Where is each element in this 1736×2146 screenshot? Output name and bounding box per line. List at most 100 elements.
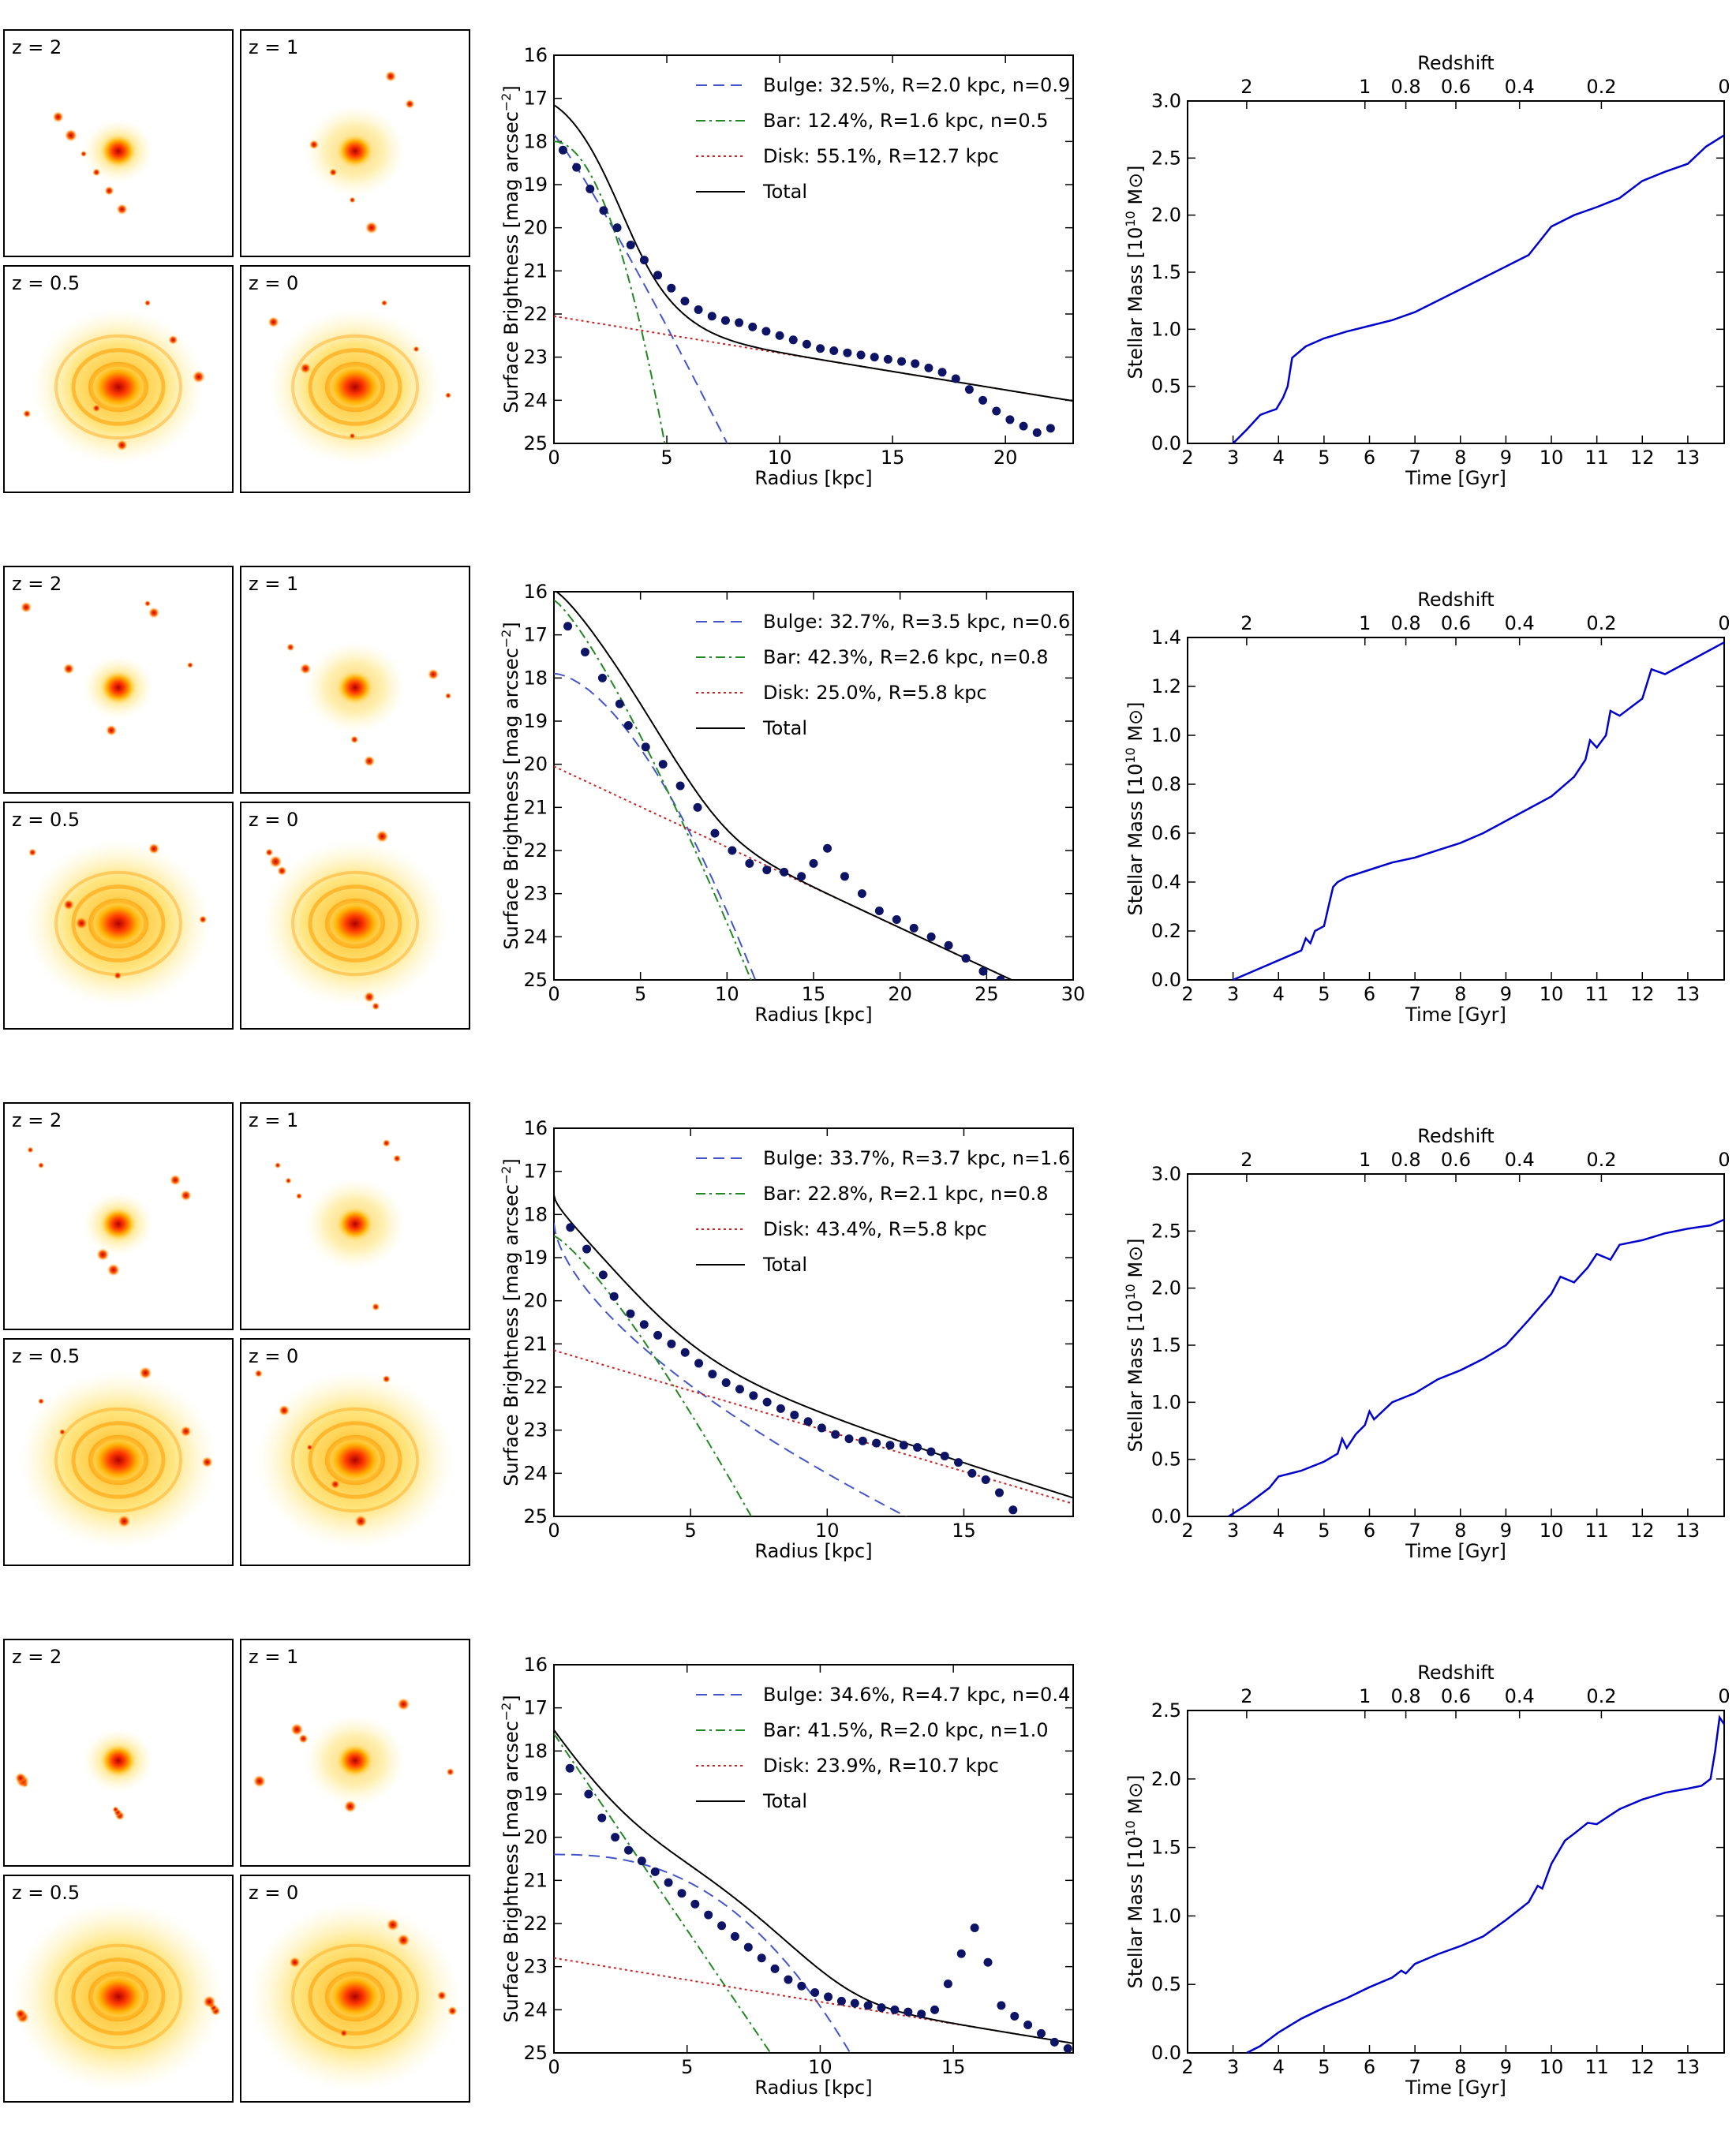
galaxy-core bbox=[325, 361, 385, 413]
data-point bbox=[1019, 421, 1028, 431]
snapshot-label: z = 0.5 bbox=[12, 1882, 80, 1904]
x-tick-label: 3 bbox=[1227, 2056, 1239, 2078]
y-axis-label-exponent: −2 bbox=[499, 93, 514, 112]
plot-frame bbox=[553, 1127, 1074, 1517]
y-tick-label: 21 bbox=[523, 1333, 548, 1355]
x-tick-label: 5 bbox=[685, 1520, 697, 1542]
data-point bbox=[840, 872, 849, 881]
plot-frame bbox=[1187, 100, 1725, 444]
satellite-blob bbox=[330, 1479, 340, 1490]
y-tick-label: 18 bbox=[523, 130, 548, 152]
legend-label-disk: Disk: 43.4%, R=5.8 kpc bbox=[763, 1218, 987, 1240]
galaxy-panel: z = 0.5 bbox=[3, 265, 234, 493]
x-tick-label: 10 bbox=[1540, 1520, 1564, 1542]
data-point bbox=[836, 1996, 846, 2006]
y-tick-label: 2.0 bbox=[1151, 204, 1181, 226]
satellite-blob bbox=[187, 662, 193, 668]
satellite-blob bbox=[28, 848, 37, 857]
total-curve bbox=[554, 1195, 1073, 1499]
x-tick-label: 8 bbox=[1454, 2056, 1466, 2078]
data-point bbox=[650, 1867, 660, 1876]
data-point bbox=[693, 802, 702, 812]
y-tick-label: 23 bbox=[523, 883, 548, 905]
satellite-blob bbox=[306, 1444, 313, 1451]
x-tick-label: 10 bbox=[768, 447, 792, 469]
satellite-blob bbox=[365, 221, 378, 234]
satellite-blob bbox=[23, 409, 32, 418]
data-point bbox=[762, 866, 772, 875]
galaxy-core bbox=[336, 670, 374, 705]
y-axis-label-end: ] bbox=[500, 85, 522, 92]
y-tick-label: 21 bbox=[523, 260, 548, 282]
data-point bbox=[735, 318, 744, 327]
data-point bbox=[904, 2007, 913, 2017]
galaxy-panel: z = 1 bbox=[240, 29, 470, 257]
y-tick-label: 0.8 bbox=[1151, 773, 1181, 795]
data-point bbox=[1008, 1505, 1018, 1515]
satellite-blob bbox=[349, 432, 356, 439]
data-point bbox=[641, 742, 650, 752]
redshift-tick-label: 1 bbox=[1359, 76, 1371, 98]
satellite-blob bbox=[180, 1426, 192, 1438]
legend-label-total: Total bbox=[762, 1790, 807, 1812]
x-tick-label: 13 bbox=[1676, 2056, 1700, 2078]
mass-chart: 2 3 4 5 6 7 8 9 10 11 12 130.00.20.40.60.81.01.21.4… bbox=[1123, 589, 1730, 1026]
satellite-blob bbox=[405, 99, 415, 109]
galaxy-arm bbox=[291, 334, 419, 440]
data-point bbox=[658, 760, 668, 769]
bar-curve bbox=[554, 140, 666, 443]
y-tick-label: 1.0 bbox=[1151, 724, 1181, 746]
data-point bbox=[856, 350, 866, 360]
y-tick-label: 25 bbox=[523, 2042, 548, 2064]
galaxy-panel: z = 0 bbox=[240, 802, 470, 1030]
x-tick-label: 7 bbox=[1409, 2056, 1420, 2078]
data-point bbox=[626, 1309, 635, 1318]
data-point bbox=[1037, 2028, 1046, 2038]
y-tick-label: 0.5 bbox=[1151, 1449, 1181, 1471]
redshift-tick-label: 0.2 bbox=[1586, 1149, 1616, 1171]
data-point bbox=[992, 406, 1001, 416]
data-point bbox=[775, 331, 784, 340]
legend-label-total: Total bbox=[762, 717, 807, 739]
plot-frame bbox=[553, 1664, 1074, 2054]
satellite-blob bbox=[343, 1800, 357, 1813]
legend-label-total: Total bbox=[762, 1254, 807, 1276]
y-axis-label-main: Stellar Mass [10 bbox=[1124, 1300, 1147, 1452]
satellite-blob bbox=[63, 899, 75, 910]
data-point bbox=[1049, 2037, 1059, 2047]
stellar-mass-curve bbox=[1232, 134, 1725, 444]
profile-curves bbox=[554, 1729, 1073, 2053]
x-tick-label: 15 bbox=[881, 447, 905, 469]
y-axis-label-exponent: 10 bbox=[1123, 211, 1138, 226]
satellite-blob bbox=[114, 971, 122, 980]
y-tick-label: 21 bbox=[523, 1869, 548, 1891]
x-tick-label: 15 bbox=[952, 1520, 976, 1542]
data-point bbox=[1063, 2044, 1072, 2053]
top-axis-label: Redshift bbox=[1417, 52, 1494, 74]
satellite-blob bbox=[376, 830, 389, 843]
data-point bbox=[708, 1370, 717, 1379]
y-tick-label: 20 bbox=[523, 1826, 548, 1849]
data-point bbox=[863, 2001, 873, 2010]
y-tick-label: 17 bbox=[523, 624, 548, 646]
y-tick-label: 0.0 bbox=[1151, 969, 1181, 991]
x-tick-label: 11 bbox=[1584, 983, 1609, 1005]
satellite-blob bbox=[107, 1263, 120, 1277]
y-axis-label-end: ] bbox=[500, 622, 522, 629]
x-tick-label: 11 bbox=[1584, 2056, 1609, 2078]
data-point bbox=[612, 223, 622, 233]
satellite-blob bbox=[381, 300, 387, 306]
plot-frame bbox=[1187, 637, 1725, 981]
satellite-blob bbox=[436, 1991, 447, 2001]
x-tick-label: 10 bbox=[1540, 2056, 1564, 2078]
data-point bbox=[997, 2001, 1006, 2010]
x-tick-label: 5 bbox=[1318, 2056, 1330, 2078]
satellite-blob bbox=[21, 601, 32, 613]
redshift-tick-label: 0 bbox=[1718, 612, 1730, 634]
y-tick-label: 22 bbox=[523, 303, 548, 325]
satellite-blob bbox=[309, 140, 319, 150]
data-point bbox=[563, 622, 573, 631]
y-axis-label: Surface Brightness [mag arcsec−2] bbox=[499, 622, 522, 950]
galaxy-core bbox=[325, 1434, 385, 1486]
data-point bbox=[996, 975, 1005, 980]
